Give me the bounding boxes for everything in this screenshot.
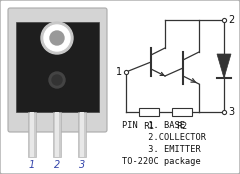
Text: 3: 3 — [79, 160, 85, 170]
Text: 2.COLLECTOR: 2.COLLECTOR — [122, 133, 206, 143]
FancyBboxPatch shape — [8, 8, 107, 132]
Bar — [55, 112, 59, 157]
Text: 1: 1 — [116, 67, 122, 77]
Text: 2: 2 — [228, 15, 234, 25]
Circle shape — [44, 25, 70, 51]
Bar — [78, 112, 86, 157]
Bar — [139, 108, 159, 116]
Circle shape — [49, 72, 65, 88]
Circle shape — [50, 31, 64, 45]
Circle shape — [41, 22, 73, 54]
Bar — [172, 108, 192, 116]
Bar — [30, 112, 34, 157]
Circle shape — [52, 75, 62, 85]
Text: 1: 1 — [29, 160, 35, 170]
Text: R1: R1 — [144, 122, 155, 131]
Text: PIN  1. BASE: PIN 1. BASE — [122, 121, 185, 130]
Bar — [53, 112, 61, 157]
Text: R2: R2 — [176, 122, 188, 131]
Bar — [80, 112, 84, 157]
Text: TO-220C package: TO-220C package — [122, 157, 201, 167]
Text: 2: 2 — [54, 160, 60, 170]
Polygon shape — [217, 54, 231, 78]
Bar — [16, 22, 99, 112]
Text: 3. EMITTER: 3. EMITTER — [122, 145, 201, 155]
Text: 3: 3 — [228, 107, 234, 117]
Bar — [28, 112, 36, 157]
